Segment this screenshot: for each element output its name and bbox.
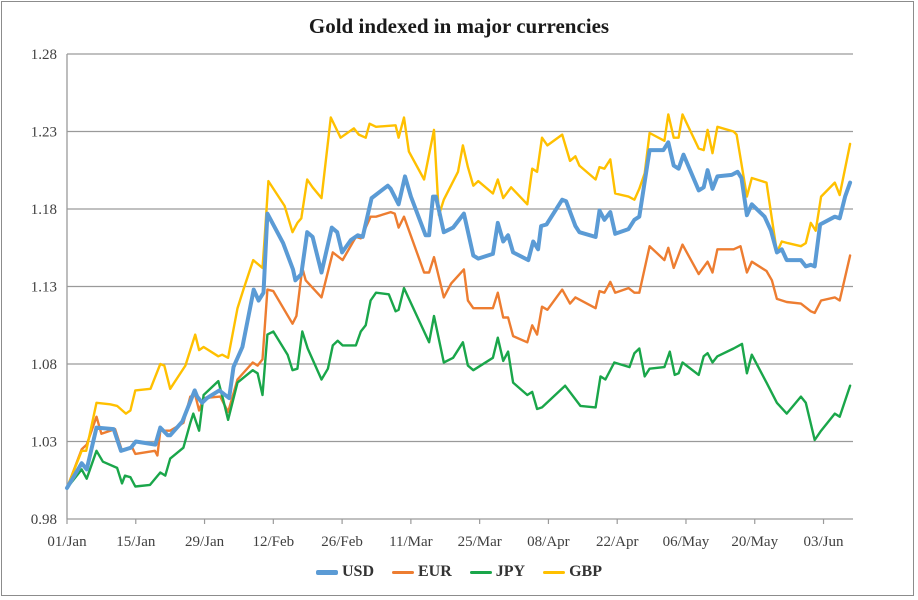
series-line-jpy [65,286,852,490]
legend: USD EUR JPY GBP [0,563,918,581]
x-tick-label: 15/Jan [116,534,156,550]
x-tick-label: 03/Jun [804,534,845,550]
y-tick-label: 1.08 [31,357,57,373]
legend-item-eur: EUR [392,563,452,581]
y-tick-label: 1.18 [31,202,57,218]
y-tick-label: 1.13 [31,280,57,296]
series-line-eur [65,210,852,490]
eur-swatch [392,570,414,574]
legend-label-eur: EUR [418,563,452,580]
y-tick-label: 1.23 [31,125,57,141]
chart-title: Gold indexed in major currencies [308,14,610,38]
legend-label-gbp: GBP [569,563,602,580]
y-tick-label: 1.28 [31,47,57,63]
x-tick-label: 25/Mar [458,534,502,550]
x-tick-label: 06/May [663,534,710,550]
x-tick-label: 22/Apr [596,534,639,550]
axes: 0.98 1.03 1.08 1.13 1.18 1.23 1.28 01/Jan 15/Jan… [31,47,844,550]
x-tick-label: 12/Feb [252,534,294,550]
legend-item-gbp: GBP [543,563,602,581]
y-tick-label: 0.98 [31,512,57,528]
x-tick-label: 20/May [731,534,778,550]
usd-swatch [315,569,338,575]
series-lines [65,113,853,490]
gridlines [67,53,853,520]
x-tick-label: 26/Feb [321,534,363,550]
legend-label-usd: USD [341,563,374,580]
x-tick-label: 11/Mar [389,534,433,550]
x-tick-label: 08/Apr [527,534,570,550]
legend-label-jpy: JPY [495,563,526,580]
x-tick-label: 29/Jan [185,534,225,550]
gbp-swatch [543,570,566,574]
legend-item-jpy: JPY [469,563,526,581]
series-line-usd [65,140,853,490]
legend-item-usd: USD [315,563,374,581]
jpy-swatch [469,570,492,574]
series-line-gbp [65,113,852,490]
y-tick-label: 1.03 [31,435,57,451]
x-tick-label: 01/Jan [47,534,87,550]
